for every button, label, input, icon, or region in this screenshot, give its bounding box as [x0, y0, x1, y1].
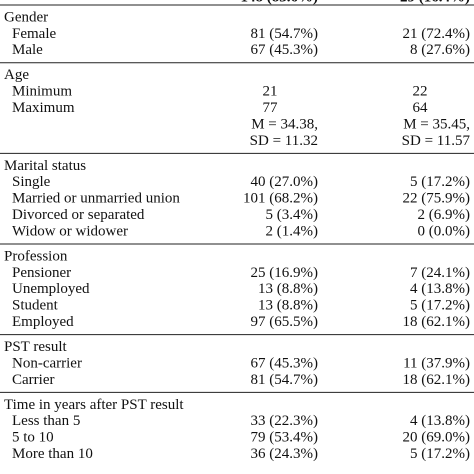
cell: 5 (17.2%)	[410, 174, 470, 190]
row-label: Pensioner	[12, 265, 71, 281]
cell: 40 (27.0%)	[251, 174, 319, 190]
cell: SD = 11.32	[250, 133, 318, 149]
row-label: Married or unmarried union	[12, 191, 180, 207]
row-label: Employed	[12, 314, 74, 330]
cell: 22	[413, 84, 428, 100]
cell: 67 (45.3%)	[251, 42, 319, 58]
row-label: More than 10	[12, 446, 93, 462]
cell: 4 (13.8%)	[410, 413, 470, 429]
row-label: Maximum	[12, 100, 75, 116]
row-label: Male	[12, 42, 43, 58]
cell: 79 (53.4%)	[251, 430, 319, 446]
cell: 5 (17.2%)	[410, 446, 470, 462]
cell: 33 (22.3%)	[251, 413, 319, 429]
cell: 18 (62.1%)	[403, 314, 471, 330]
cell: 81 (54.7%)	[251, 26, 319, 42]
cell: 7 (24.1%)	[410, 265, 470, 281]
row-label: Divorced or separated	[12, 207, 145, 223]
cell: 8 (27.6%)	[410, 42, 470, 58]
header-cell: 29 (16.4%)	[400, 0, 470, 5]
row-label: 5 to 10	[12, 430, 54, 446]
cell: 2 (1.4%)	[266, 223, 319, 239]
row-label: Student	[12, 298, 59, 314]
section-title: Age	[4, 67, 29, 83]
cell: 77	[263, 100, 279, 116]
cell: 13 (8.8%)	[258, 298, 318, 314]
cell: M = 34.38,	[251, 116, 318, 132]
section-title: PST result	[4, 339, 67, 355]
cell: 0 (0.0%)	[418, 223, 471, 239]
header-cell: 148 (83.6%)	[241, 0, 319, 5]
cell: 13 (8.8%)	[258, 281, 318, 297]
section-title: Time in years after PST result	[4, 397, 184, 413]
cell: 21	[263, 84, 278, 100]
row-label: Single	[12, 174, 51, 190]
section-title: Profession	[4, 248, 68, 264]
cell: 36 (24.3%)	[251, 446, 319, 462]
cell: 4 (13.8%)	[410, 281, 470, 297]
cell: 81 (54.7%)	[251, 372, 319, 388]
cell: 2 (6.9%)	[418, 207, 471, 223]
row-label: Less than 5	[12, 413, 80, 429]
row-label: Female	[12, 26, 56, 42]
cell: 5 (3.4%)	[266, 207, 319, 223]
cell: 25 (16.9%)	[251, 265, 319, 281]
section-title: Marital status	[4, 158, 86, 174]
cell: 18 (62.1%)	[403, 372, 471, 388]
row-label: Minimum	[12, 84, 72, 100]
cell: 101 (68.2%)	[243, 191, 318, 207]
cell: 64	[413, 100, 429, 116]
cell: M = 35.45,	[403, 116, 470, 132]
cell: 20 (69.0%)	[403, 430, 471, 446]
row-label: Unemployed	[12, 281, 90, 297]
cell: 97 (65.5%)	[251, 314, 319, 330]
section-title: Gender	[4, 9, 48, 25]
cell: SD = 11.57	[402, 133, 471, 149]
row-label: Non-carrier	[12, 355, 82, 371]
cell: 21 (72.4%)	[403, 26, 471, 42]
cell: 22 (75.9%)	[403, 191, 471, 207]
cell: 11 (37.9%)	[403, 355, 470, 371]
cell: 5 (17.2%)	[410, 298, 470, 314]
row-label: Carrier	[12, 372, 54, 388]
cell: 67 (45.3%)	[251, 355, 319, 371]
row-label: Widow or widower	[12, 223, 128, 239]
